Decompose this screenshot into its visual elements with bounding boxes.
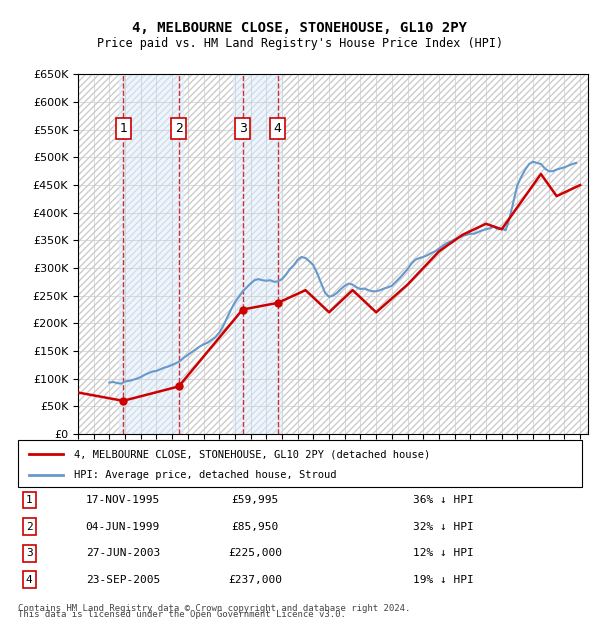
Text: 4, MELBOURNE CLOSE, STONEHOUSE, GL10 2PY (detached house): 4, MELBOURNE CLOSE, STONEHOUSE, GL10 2PY… (74, 449, 431, 459)
Text: £85,950: £85,950 (231, 521, 278, 531)
Text: 32% ↓ HPI: 32% ↓ HPI (413, 521, 473, 531)
Bar (233, 74, 282, 434)
Text: £59,995: £59,995 (231, 495, 278, 505)
Text: HPI: Average price, detached house, Stroud: HPI: Average price, detached house, Stro… (74, 470, 337, 480)
Text: 2: 2 (26, 521, 32, 531)
Text: This data is licensed under the Open Government Licence v3.0.: This data is licensed under the Open Gov… (18, 609, 346, 619)
Text: Contains HM Land Registry data © Crown copyright and database right 2024.: Contains HM Land Registry data © Crown c… (18, 603, 410, 613)
Text: 36% ↓ HPI: 36% ↓ HPI (413, 495, 473, 505)
Text: 1: 1 (26, 495, 32, 505)
Text: 4, MELBOURNE CLOSE, STONEHOUSE, GL10 2PY: 4, MELBOURNE CLOSE, STONEHOUSE, GL10 2PY (133, 21, 467, 35)
Text: 1: 1 (119, 122, 127, 135)
Text: 17-NOV-1995: 17-NOV-1995 (86, 495, 160, 505)
Text: 2: 2 (175, 122, 182, 135)
Text: 23-SEP-2005: 23-SEP-2005 (86, 575, 160, 585)
Text: 27-JUN-2003: 27-JUN-2003 (86, 548, 160, 558)
Text: Price paid vs. HM Land Registry's House Price Index (HPI): Price paid vs. HM Land Registry's House … (97, 37, 503, 50)
Text: 4: 4 (26, 575, 32, 585)
Text: 12% ↓ HPI: 12% ↓ HPI (413, 548, 473, 558)
Bar (119, 74, 183, 434)
Text: £237,000: £237,000 (228, 575, 282, 585)
Text: 19% ↓ HPI: 19% ↓ HPI (413, 575, 473, 585)
Text: 3: 3 (26, 548, 32, 558)
Text: 04-JUN-1999: 04-JUN-1999 (86, 521, 160, 531)
Text: £225,000: £225,000 (228, 548, 282, 558)
FancyBboxPatch shape (18, 440, 582, 487)
Text: 3: 3 (239, 122, 247, 135)
Text: 4: 4 (274, 122, 282, 135)
